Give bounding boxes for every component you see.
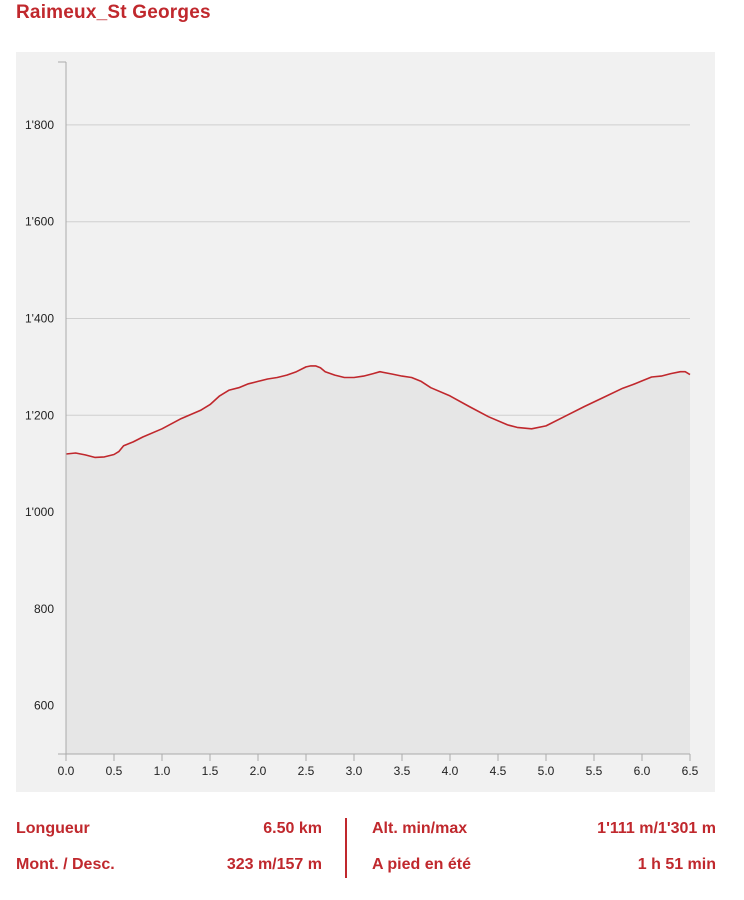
walking-time-label: A pied en été xyxy=(372,856,471,873)
ascent-descent-value: 323 m/157 m xyxy=(226,856,322,873)
x-tick-label: 4.0 xyxy=(442,764,459,778)
route-title: Raimeux_St Georges xyxy=(16,2,211,23)
x-tick-label: 3.5 xyxy=(394,764,411,778)
route-stats: Longueur 6.50 km Mont. / Desc. 323 m/157… xyxy=(16,812,716,882)
elevation-chart-panel: 600 800 1'000 1'200 1'400 1'600 1'800 0.0 0.5 1.0… xyxy=(16,52,715,792)
y-tick-label: 1'400 xyxy=(25,311,54,325)
x-tick-label: 1.5 xyxy=(202,764,219,778)
x-tick-label: 4.5 xyxy=(490,764,507,778)
length-value: 6.50 km xyxy=(263,820,322,837)
x-tick-label: 6.0 xyxy=(634,764,651,778)
elevation-chart: 600 800 1'000 1'200 1'400 1'600 1'800 0.0 0.5 1.0… xyxy=(25,61,699,778)
length-label: Longueur xyxy=(16,820,90,837)
x-tick-label: 5.5 xyxy=(586,764,603,778)
length-row: Longueur 6.50 km xyxy=(16,820,322,844)
x-tick-label: 2.5 xyxy=(298,764,315,778)
y-tick-label: 800 xyxy=(34,602,54,616)
x-tick-label: 0.0 xyxy=(58,764,75,778)
x-tick-label: 5.0 xyxy=(538,764,555,778)
ascent-descent-label: Mont. / Desc. xyxy=(16,856,115,873)
x-tick-label: 3.0 xyxy=(346,764,363,778)
y-tick-label: 600 xyxy=(34,699,54,713)
y-tick-label: 1'600 xyxy=(25,215,54,229)
elevation-line xyxy=(65,365,691,459)
stats-divider xyxy=(345,818,347,878)
x-tick-label: 6.5 xyxy=(682,764,699,778)
y-tick-label: 1'000 xyxy=(25,505,54,519)
y-tick-label: 1'200 xyxy=(25,408,54,422)
walking-time-value: 1 h 51 min xyxy=(637,856,716,873)
altitude-row: Alt. min/max 1'111 m/1'301 m xyxy=(372,820,716,844)
altitude-value: 1'111 m/1'301 m xyxy=(597,820,716,837)
elevation-area xyxy=(66,365,690,754)
x-tick-label: 2.0 xyxy=(250,764,267,778)
walking-time-row: A pied en été 1 h 51 min xyxy=(372,856,716,880)
x-tick-label: 1.0 xyxy=(154,764,171,778)
x-tick-label: 0.5 xyxy=(106,764,123,778)
ascent-descent-row: Mont. / Desc. 323 m/157 m xyxy=(16,856,322,880)
y-tick-label: 1'800 xyxy=(25,118,54,132)
altitude-label: Alt. min/max xyxy=(372,820,468,837)
